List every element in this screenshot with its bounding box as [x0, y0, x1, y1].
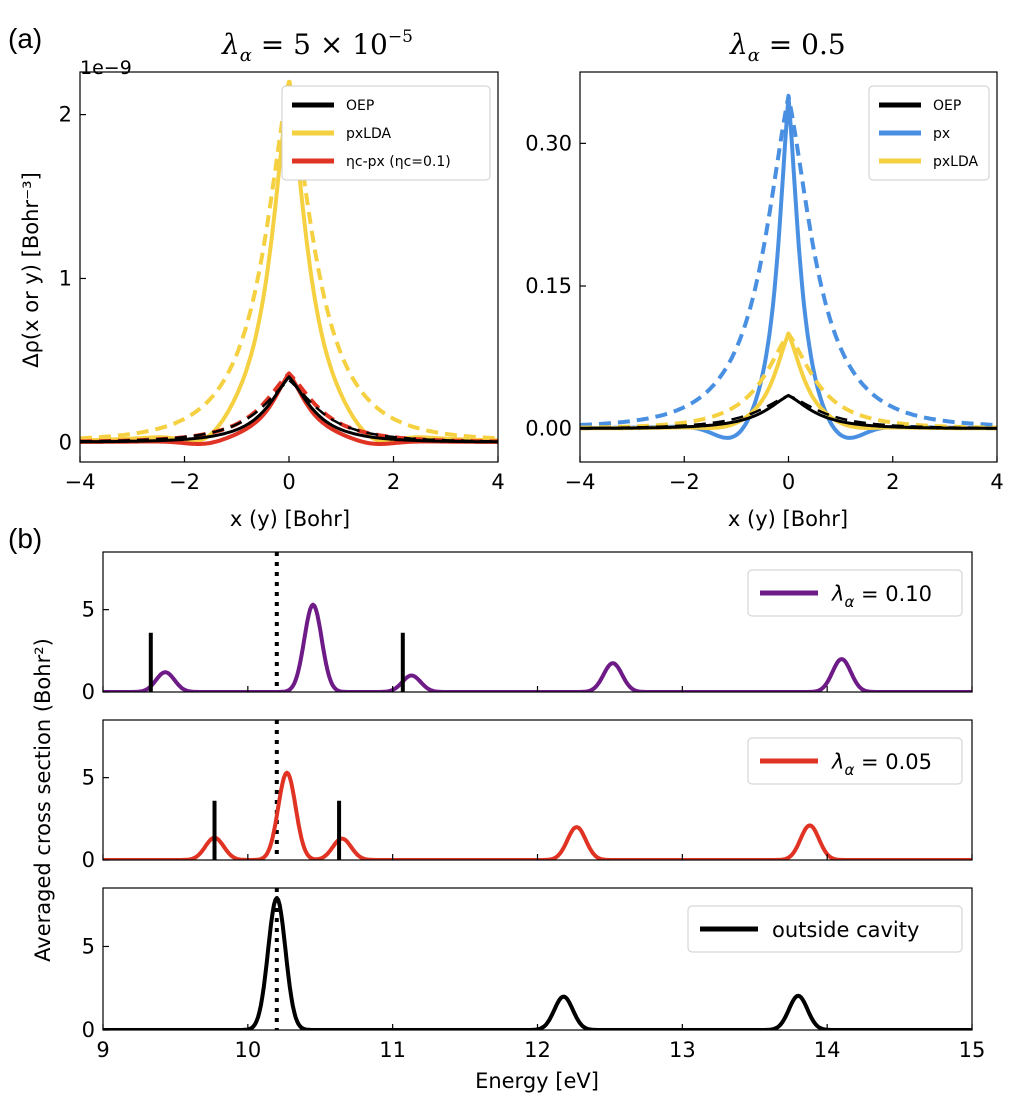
- x-tick-label: 2: [387, 470, 400, 494]
- x-tick-label: 4: [491, 470, 504, 494]
- series-group: [80, 76, 498, 446]
- y-tick-label: 0.15: [525, 274, 572, 298]
- series-line: [580, 331, 997, 431]
- legend-label: ηc-px (ηc=0.1): [346, 154, 451, 170]
- legend-box: [281, 85, 491, 181]
- legend-box: [868, 85, 990, 181]
- y-tick-label: 1: [59, 266, 72, 290]
- series-line: [580, 394, 997, 430]
- x-tick-label: −2: [169, 470, 200, 494]
- series-group: [580, 93, 997, 440]
- y-tick-label: 0: [82, 1018, 95, 1042]
- series-line: [80, 378, 498, 443]
- legend-label: pxLDA: [933, 154, 979, 170]
- y-tick-label: 5: [82, 766, 95, 790]
- x-tick-label: 14: [814, 1038, 841, 1062]
- spectrum-line: [103, 602, 972, 692]
- y-tick-label: 0: [59, 430, 72, 454]
- panel-b-tag: (b): [8, 523, 42, 554]
- b-xlabel: Energy [eV]: [475, 1069, 599, 1093]
- legend-label: λα = 0.05: [831, 750, 932, 779]
- legend-label: OEP: [933, 98, 961, 114]
- legend-label: pxLDA: [346, 126, 392, 142]
- y-tick-label: 0: [82, 848, 95, 872]
- x-tick-label: −2: [669, 470, 700, 494]
- x-tick-label: 9: [96, 1038, 109, 1062]
- x-tick-label: 13: [669, 1038, 696, 1062]
- title-right: λα = 0.5: [729, 28, 846, 66]
- spectrum-line: [103, 770, 972, 860]
- series-line: [80, 76, 498, 441]
- series-line: [580, 393, 997, 430]
- legend-box: [747, 737, 963, 785]
- chart-b-top: 0 5 λα = 0.10: [82, 551, 973, 704]
- a-right-xlabel: x (y) [Bohr]: [728, 507, 848, 531]
- series-line: [580, 331, 997, 430]
- chart-b-mid: 0 5 λα = 0.05: [82, 719, 973, 872]
- x-tick-label: 10: [234, 1038, 261, 1062]
- x-tick-label: 2: [886, 470, 899, 494]
- b-ylabel: Averaged cross section (Bohr²): [31, 638, 55, 962]
- chart-a-right: −4 −2 0 2 4 0.00 0.15 0.30 OEP px pxLDA: [525, 71, 1004, 494]
- y-tick-label: 2: [59, 103, 72, 127]
- a-ylabel: Δρ(x or y) [Bohr⁻³]: [19, 172, 43, 368]
- legend-label: outside cavity: [772, 918, 919, 942]
- x-tick-label: 0: [782, 470, 795, 494]
- series-line: [580, 93, 997, 427]
- series-line: [80, 375, 498, 444]
- x-tick-label: 15: [959, 1038, 986, 1062]
- x-tick-label: 4: [990, 470, 1003, 494]
- series-group: [103, 552, 972, 692]
- y-tick-label: 0: [82, 680, 95, 704]
- y-tick-label: 5: [82, 934, 95, 958]
- x-tick-label: 0: [282, 470, 295, 494]
- series-line: [80, 371, 498, 444]
- legend-label: λα = 0.10: [831, 582, 932, 611]
- a-left-xlabel: x (y) [Bohr]: [230, 507, 350, 531]
- x-tick-label: 11: [379, 1038, 406, 1062]
- x-tick-label: −4: [65, 470, 96, 494]
- y-tick-label: 5: [82, 598, 95, 622]
- chart-b-bot: 9 10 11 12 13 14 15 0 5 outside cavity: [82, 887, 986, 1062]
- legend-label: OEP: [346, 98, 374, 114]
- title-left: λα = 5 × 10−5: [221, 27, 413, 66]
- x-tick-label: −4: [565, 470, 596, 494]
- scale-offset-label: 1e−9: [80, 57, 132, 79]
- chart-a-left: −4 −2 0 2 4 0 1 2 OEP pxLDA ηc-px (ηc=0.1): [59, 71, 505, 494]
- y-tick-label: 0.00: [525, 417, 572, 441]
- legend-box: [747, 569, 963, 617]
- legend-box: [687, 905, 963, 953]
- y-tick-label: 0.30: [525, 131, 572, 155]
- legend-label: px: [933, 126, 950, 142]
- panel-a-tag: (a): [8, 23, 42, 54]
- x-tick-label: 12: [524, 1038, 551, 1062]
